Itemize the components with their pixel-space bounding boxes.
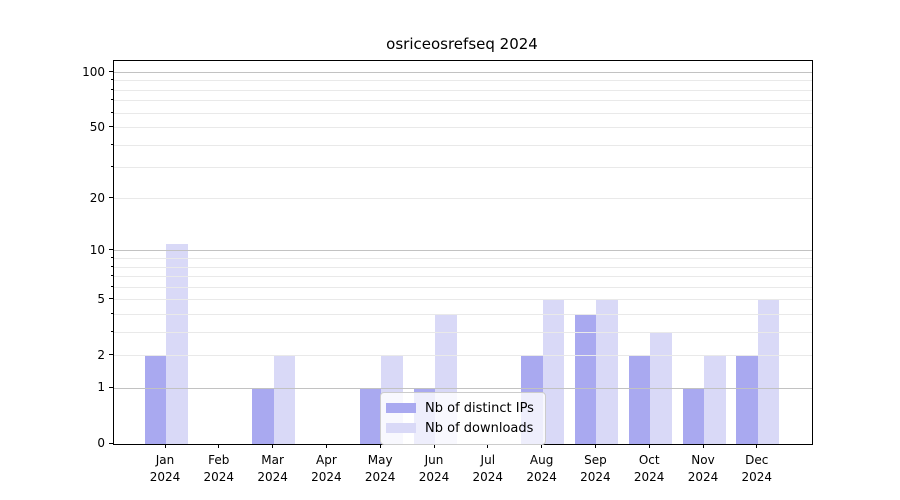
gridline-minor [114,112,812,114]
x-tick-label-jun: Jun 2024 [418,453,450,484]
gridline-minor [114,313,812,315]
gridline-minor [114,355,812,357]
y-tick-label: 0 [97,436,105,450]
y-minor-tick-mark [111,88,113,90]
bar-downloads-jan [166,243,188,444]
gridline-minor [114,286,812,288]
y-minor-tick-mark [111,275,113,277]
x-tick-mark [487,444,489,448]
bar-distinct-ips-may [359,388,382,444]
x-tick-mark [594,444,596,448]
bar-distinct-ips-mar [252,388,274,444]
plot-area: Nb of distinct IPs Nb of downloads [113,60,813,445]
x-tick-label-aug: Aug 2024 [526,453,557,484]
legend-label-distinct-ips: Nb of distinct IPs [425,400,534,416]
x-tick-mark [218,444,220,448]
y-minor-tick-mark [111,79,113,81]
bar-downloads-mar [273,355,296,444]
x-tick-label-apr: Apr 2024 [311,453,342,484]
y-tick-label: 10 [89,242,105,257]
x-tick-mark [272,444,274,448]
y-tick-mark [109,354,113,356]
x-tick-label-sep: Sep 2024 [580,453,611,484]
y-tick-label: 5 [97,291,105,306]
y-tick-mark [109,126,113,127]
y-minor-tick-mark [111,265,113,267]
legend-swatch-downloads-icon [386,423,416,433]
bar-downloads-aug [542,299,565,444]
y-tick-label: 50 [89,119,105,134]
legend-row-distinct-ips: Nb of distinct IPs [386,398,537,418]
x-tick-mark [325,444,327,448]
legend-label-downloads: Nb of downloads [425,420,534,436]
y-tick-mark [109,71,113,72]
y-minor-tick-mark [111,285,113,287]
gridline-minor [114,331,812,333]
x-tick-label-may: May 2024 [364,453,396,484]
y-tick-mark [109,197,113,199]
y-minor-tick-mark [111,312,113,314]
bar-downloads-nov [704,355,726,444]
y-minor-tick-mark [111,166,113,168]
x-tick-mark [541,444,543,448]
chart-title: osriceosrefseq 2024 [386,35,538,53]
x-tick-mark [702,444,704,448]
x-tick-label-jan: Jan 2024 [149,453,181,484]
gridline-minor [114,266,812,268]
gridline-minor [114,167,812,169]
x-tick-mark [379,444,381,448]
y-minor-tick-mark [111,143,113,145]
y-tick-label: 1 [97,380,105,395]
bar-distinct-ips-oct [628,355,651,444]
x-tick-label-nov: Nov 2024 [687,453,719,484]
gridline-minor [114,127,812,128]
legend-row-downloads: Nb of downloads [386,418,537,438]
gridline-major [114,72,812,73]
legend: Nb of distinct IPs Nb of downloads [380,392,546,445]
x-tick-label-dec: Dec 2024 [741,453,773,484]
y-tick-label: 20 [89,190,105,205]
gridline-minor [114,276,812,278]
legend-swatch-distinct-ips-icon [386,403,416,413]
bar-distinct-ips-sep [574,314,597,444]
x-tick-mark [648,444,650,448]
y-tick-mark [109,298,113,300]
y-minor-tick-mark [111,99,113,101]
gridline-minor [114,258,812,260]
x-tick-mark [433,444,435,448]
x-tick-label-oct: Oct 2024 [633,453,665,484]
bar-downloads-dec [757,299,780,444]
bar-distinct-ips-dec [736,355,758,444]
gridline-minor [114,198,812,200]
gridline-major [114,387,812,389]
y-tick-mark [109,442,113,444]
x-tick-mark [756,444,758,448]
y-tick-label: 100 [82,64,105,79]
y-minor-tick-mark [111,257,113,259]
gridline-minor [114,144,812,146]
y-tick-mark [109,386,113,388]
y-minor-tick-mark [111,111,113,113]
gridline-major [114,250,812,252]
bar-distinct-ips-jan [144,355,166,444]
gridline-minor [114,89,812,91]
y-tick-mark [109,249,113,251]
bar-distinct-ips-nov [682,388,704,444]
x-tick-mark [164,444,166,448]
gridline-minor [114,80,812,82]
x-tick-label-mar: Mar 2024 [257,453,288,484]
x-tick-label-feb: Feb 2024 [203,453,235,484]
x-tick-label-jul: Jul 2024 [472,453,504,484]
y-minor-tick-mark [111,330,113,332]
y-tick-label: 2 [97,347,105,362]
gridline-minor [114,100,812,102]
bar-downloads-sep [596,299,618,444]
gridline-minor [114,299,812,301]
